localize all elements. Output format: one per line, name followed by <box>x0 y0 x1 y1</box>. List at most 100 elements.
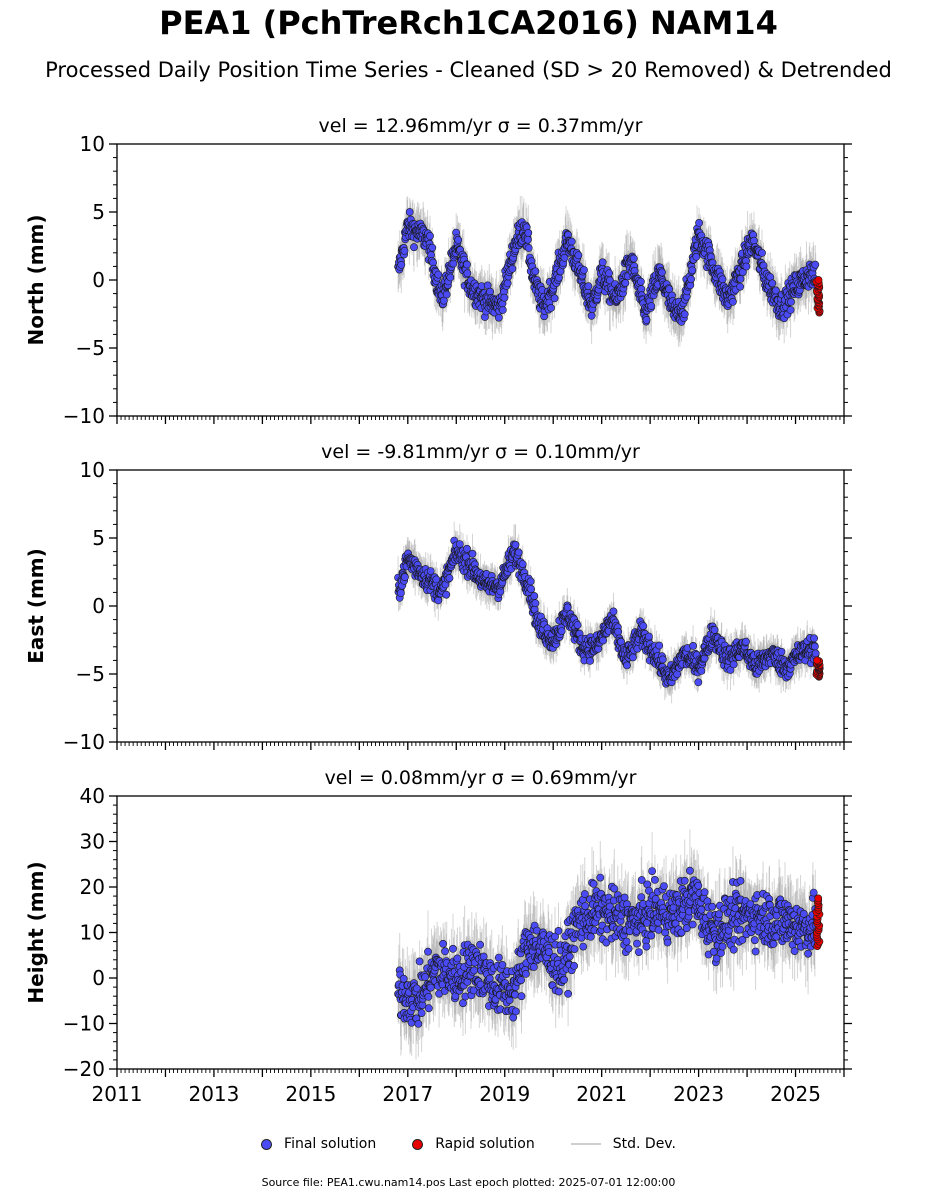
y-tick-label: −10 <box>63 730 105 754</box>
y-tick-label: 10 <box>80 132 105 156</box>
panel-1: vel = 12.96mm/yr σ = 0.37mm/yr −10 −5 0 5 10 N… <box>24 115 852 428</box>
final-solution-point <box>614 627 623 636</box>
time-series-figure: vel = 12.96mm/yr σ = 0.37mm/yr −10 −5 0 5 10 N… <box>24 115 852 1106</box>
final-solution-point <box>446 273 455 282</box>
panel-title: vel = 0.08mm/yr σ = 0.69mm/yr <box>325 767 637 789</box>
final-solution-point <box>580 266 588 274</box>
y-tick-label: 5 <box>92 200 105 224</box>
final-solution-point <box>563 603 572 612</box>
final-solution-point <box>526 577 535 586</box>
final-solution-point <box>454 235 463 244</box>
final-solution-point <box>514 548 523 557</box>
final-solution-point <box>768 279 777 288</box>
final-solution-point <box>400 246 409 255</box>
final-solution-point <box>567 237 576 246</box>
final-solution-point <box>629 254 638 263</box>
final-solution-point <box>527 585 535 593</box>
final-solution-point <box>621 279 630 287</box>
final-solution-point <box>573 621 582 629</box>
panel-2: vel = -9.81mm/yr σ = 0.10mm/yr −10 −5 0 5 10 E… <box>24 441 852 754</box>
final-solution-point <box>811 649 820 658</box>
y-tick-label: −10 <box>63 404 105 428</box>
final-solution-point <box>442 290 451 299</box>
final-solution-point <box>642 315 651 324</box>
plot-area <box>394 829 824 1060</box>
final-solution-point <box>645 632 653 641</box>
final-solution-point <box>530 592 539 600</box>
final-solution-point <box>687 275 695 284</box>
final-solution-point <box>426 231 434 240</box>
final-solution-point <box>742 262 751 271</box>
final-solution-point <box>605 269 613 278</box>
plot-area <box>394 521 824 704</box>
final-solution-point <box>400 573 409 582</box>
final-solution-point <box>503 279 512 288</box>
final-solution-point <box>524 244 533 252</box>
final-solution-point <box>692 252 701 261</box>
y-axis-label: East (mm) <box>24 548 48 664</box>
axes-frame <box>116 469 845 743</box>
final-solution-point <box>586 657 594 665</box>
final-solution-point <box>463 269 472 278</box>
final-solution-point <box>560 253 569 262</box>
chart-subtitle: Processed Daily Position Time Series - C… <box>45 58 892 82</box>
final-solution-point <box>531 267 540 276</box>
final-solution-point <box>426 567 435 575</box>
final-solution-point <box>787 297 795 306</box>
final-solution-point <box>639 622 648 630</box>
final-solution-point <box>428 243 437 252</box>
final-solution-point <box>777 647 786 656</box>
y-axis-label: North (mm) <box>24 214 48 345</box>
final-solution-point <box>810 634 818 643</box>
final-solution-point <box>557 627 566 635</box>
y-tick-label: 10 <box>80 458 105 482</box>
final-solution-point <box>811 260 820 269</box>
final-solution-point <box>434 270 443 279</box>
final-solution-point <box>432 575 441 584</box>
final-solution-point <box>498 306 507 314</box>
y-tick-label: −5 <box>76 336 105 360</box>
final-solution-point <box>655 641 664 650</box>
final-solution-point <box>531 599 540 608</box>
final-solution-point <box>811 642 819 651</box>
final-solution-point <box>524 235 532 244</box>
final-solution-point <box>758 248 766 257</box>
rapid-solution-points <box>812 276 824 317</box>
final-solution-point <box>736 274 745 283</box>
panel-3: vel = 0.08mm/yr σ = 0.69mm/yr−20−1001020… <box>24 767 852 1106</box>
final-solution-point <box>710 626 719 634</box>
final-solution-point <box>786 306 795 314</box>
final-solution-point <box>463 544 471 553</box>
final-solution-point <box>750 236 758 245</box>
final-solution-point <box>623 661 631 670</box>
final-solution-point <box>697 667 706 675</box>
final-solution-point <box>658 655 667 664</box>
final-solution-point <box>609 607 618 616</box>
rapid-solution-point <box>814 276 823 284</box>
panel-title: vel = -9.81mm/yr σ = 0.10mm/yr <box>321 441 640 463</box>
final-solution-point <box>689 642 697 650</box>
final-solution-point <box>396 589 405 597</box>
final-solution-point <box>629 653 637 662</box>
final-solution-points <box>394 208 820 326</box>
final-solution-point <box>511 540 520 549</box>
final-solution-point <box>729 660 738 669</box>
final-solution-point <box>599 636 607 645</box>
final-solution-point <box>772 286 780 295</box>
final-solution-point <box>742 637 750 646</box>
chart-title: PEA1 (PchTreRch1CA2016) NAM14 <box>159 4 778 42</box>
final-solution-point <box>658 268 666 277</box>
y-tick-label: 5 <box>92 526 105 550</box>
final-solution-point <box>455 540 464 548</box>
final-solution-point <box>524 228 533 237</box>
final-solution-point <box>680 310 689 319</box>
final-solution-point <box>463 260 471 269</box>
final-solution-point <box>587 311 596 320</box>
final-solution-point <box>518 560 527 568</box>
final-solution-point <box>500 293 509 302</box>
final-solution-point <box>598 258 607 267</box>
rapid-solution-points <box>812 656 824 681</box>
final-solution-point <box>550 294 559 303</box>
y-tick-label: −5 <box>76 662 105 686</box>
final-solution-point <box>405 208 414 216</box>
